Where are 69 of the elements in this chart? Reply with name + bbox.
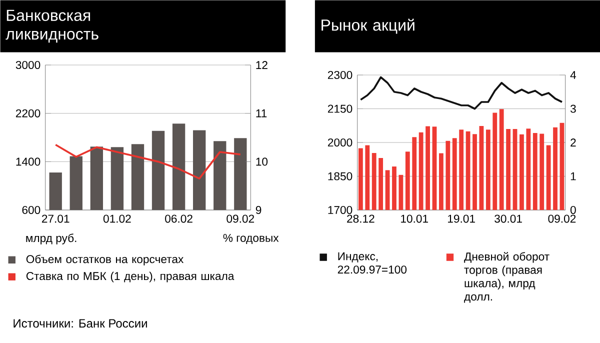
bar xyxy=(499,109,504,210)
x-tick-label: 19.01 xyxy=(448,214,475,223)
bar xyxy=(532,133,538,210)
x-tick-label: 27.01 xyxy=(42,214,70,223)
x-tick-label: 30.01 xyxy=(494,214,522,223)
x-tick-label: 09.02 xyxy=(226,214,254,223)
bar xyxy=(492,112,498,210)
y2-tick-label: 10 xyxy=(256,158,268,166)
bar xyxy=(512,129,518,210)
bar xyxy=(439,153,444,210)
bar xyxy=(358,148,363,210)
bar xyxy=(446,140,450,210)
y2-tick-label: 9 xyxy=(256,206,262,214)
y2-tick-label: 2 xyxy=(570,138,576,146)
legend-label: Ставка по МБК (1 день), правая шкала xyxy=(26,272,234,282)
y2-tick-label: 1 xyxy=(570,172,576,180)
y-tick-label: 2150 xyxy=(328,104,352,113)
line-series xyxy=(54,144,242,180)
bar xyxy=(452,138,457,210)
y2-tick-label: 0 xyxy=(570,206,576,214)
x-tick-label: 06.02 xyxy=(165,214,192,223)
bar xyxy=(412,137,417,210)
bar xyxy=(540,134,544,210)
chart-title: Рынок акций xyxy=(322,18,414,34)
bar xyxy=(459,130,464,210)
bar xyxy=(405,152,410,210)
bar xyxy=(472,134,477,210)
bar xyxy=(365,145,370,210)
bar xyxy=(378,158,384,210)
y-tick-label: 3000 xyxy=(16,60,40,70)
chart-title: Банковская ликвидность xyxy=(6,10,98,43)
legend-label: Дневной оборот торгов (правая шкала), млрд долл. xyxy=(464,252,550,303)
y-tick-label: 600 xyxy=(22,206,40,214)
x-tick-label: 10.01 xyxy=(401,214,428,223)
y-tick-label: 2000 xyxy=(328,138,352,147)
line-series xyxy=(360,76,563,110)
bar xyxy=(372,152,376,210)
y2-tick-label: 11 xyxy=(256,109,267,118)
y-tick-label: 2200 xyxy=(16,109,40,118)
bar xyxy=(385,170,390,210)
y-tick-label: 1850 xyxy=(328,172,352,180)
bar xyxy=(466,131,470,210)
bar xyxy=(546,145,551,210)
y-tick-label: 2300 xyxy=(328,70,352,80)
x-tick-label: 28.12 xyxy=(347,214,374,223)
x-tick-label: 01.02 xyxy=(103,214,131,223)
bar xyxy=(553,127,558,210)
bar xyxy=(479,126,484,210)
y2-tick-label: 3 xyxy=(570,104,576,113)
y2-tick-label: 12 xyxy=(256,61,268,69)
bar xyxy=(486,130,490,210)
bar xyxy=(426,126,430,210)
y-tick-label: 1400 xyxy=(16,158,40,166)
bar xyxy=(432,126,437,210)
legend-label: Индекс, 22.09.97=100 xyxy=(338,252,407,274)
bar xyxy=(398,174,404,210)
y-axis-title: млрд руб. xyxy=(26,234,76,244)
x-tick-label: 09.02 xyxy=(548,214,576,223)
text: Источники: Банк России xyxy=(14,319,147,328)
bar xyxy=(526,128,531,210)
bar xyxy=(506,129,511,210)
bar xyxy=(418,132,424,210)
bar xyxy=(392,166,396,210)
bar xyxy=(560,122,564,210)
bar xyxy=(520,134,524,210)
y2-axis-title: % годовых xyxy=(223,234,279,244)
y-tick-label: 1700 xyxy=(328,206,352,214)
y2-tick-label: 4 xyxy=(570,71,576,79)
legend-label: Объем остатков на корсчетах xyxy=(26,254,184,266)
